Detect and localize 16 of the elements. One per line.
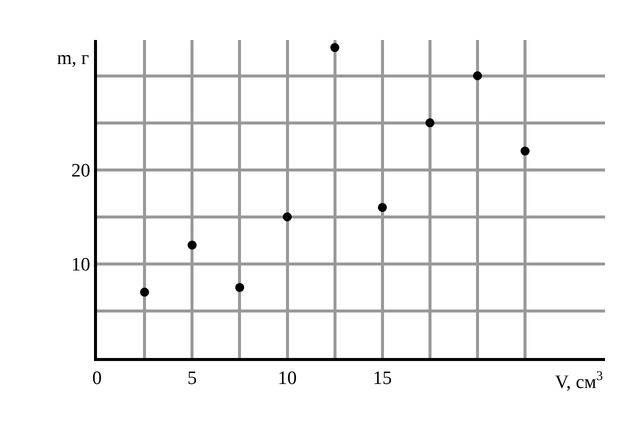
- y-axis-title: m, г: [57, 48, 90, 69]
- y-tick-label: 20: [71, 160, 90, 182]
- point: [282, 212, 292, 222]
- x-tick-label: 5: [187, 368, 197, 389]
- point: [140, 288, 150, 297]
- point: [235, 282, 244, 292]
- point: [425, 118, 434, 128]
- x-tick-label: 15: [372, 368, 392, 389]
- point: [188, 240, 197, 250]
- point: [520, 146, 530, 156]
- point: [378, 202, 387, 212]
- point: [330, 43, 340, 52]
- x-tick-label: 0: [92, 368, 102, 389]
- x-tick-label: 10: [278, 368, 297, 389]
- point: [473, 71, 482, 80]
- x-axis-title: V, см$^{3}$: [555, 368, 604, 393]
